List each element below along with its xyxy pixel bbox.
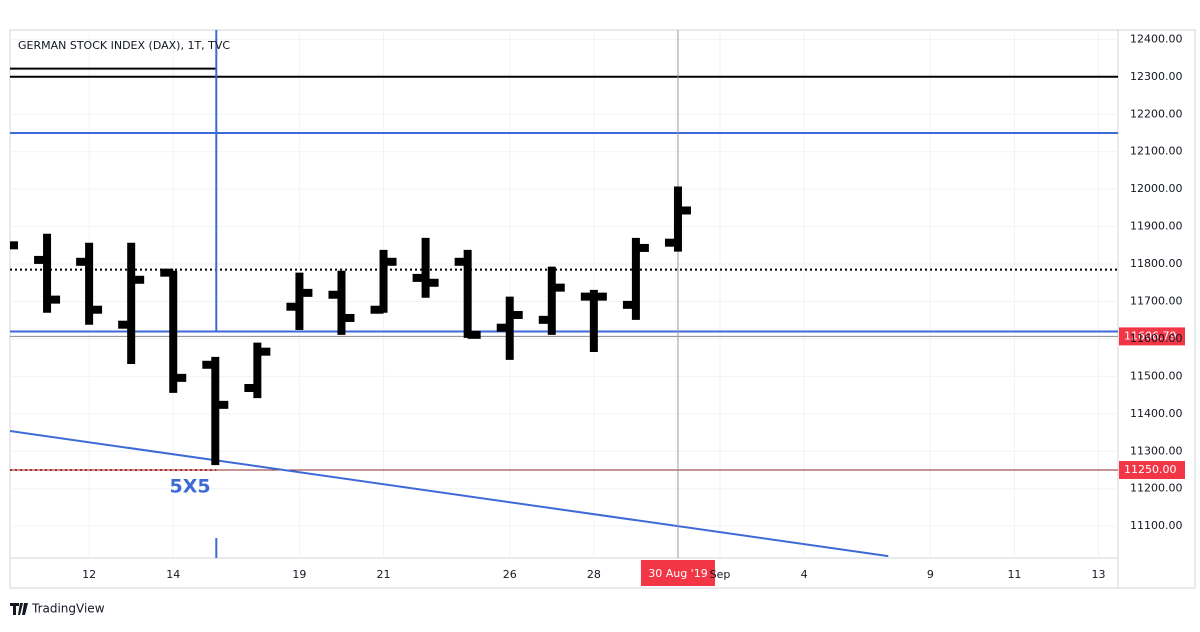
x-tick-label: 12 (82, 568, 96, 581)
y-tick-label: 11500.00 (1130, 369, 1183, 382)
y-tick-label: 12000.00 (1130, 182, 1183, 195)
y-tick-label: 11300.00 (1130, 444, 1183, 457)
y-tick-label: 12200.00 (1130, 107, 1183, 120)
price-label-box (1119, 461, 1185, 479)
y-tick-label: 11200.00 (1130, 482, 1183, 495)
x-tick-label: 9 (927, 568, 934, 581)
x-tick-label: 19 (292, 568, 306, 581)
crosshair-label: 30 Aug '19 (648, 567, 708, 580)
y-tick-label: 11400.00 (1130, 407, 1183, 420)
x-tick-label: 11 (1007, 568, 1021, 581)
x-tick-label: 26 (503, 568, 517, 581)
y-tick-label: 11900.00 (1130, 220, 1183, 233)
x-tick-label: 13 (1092, 568, 1106, 581)
price-label: 11606.79 (1124, 329, 1177, 342)
price-label-box (1119, 327, 1185, 346)
y-tick-label: 11700.00 (1130, 294, 1183, 307)
x-tick-label: Sep (710, 568, 731, 581)
plot (10, 30, 1118, 558)
x-tick-label: 14 (166, 568, 180, 581)
price-label: 11250.00 (1124, 463, 1177, 476)
y-tick-label: 11100.00 (1130, 519, 1183, 532)
brand: TradingView (31, 602, 105, 616)
y-tick-label: 12100.00 (1130, 145, 1183, 158)
crosshair-label-box (640, 560, 715, 586)
y-tick-label: 11600.00 (1130, 332, 1183, 345)
x-tick-label: 4 (801, 568, 808, 581)
logo (10, 603, 28, 615)
chart-title: GERMAN STOCK INDEX (DAX), 1T, TVC (18, 39, 230, 52)
trendline (10, 430, 889, 558)
x-tick-label: 21 (377, 568, 391, 581)
y-tick-label: 12400.00 (1130, 32, 1183, 45)
y-tick-label: 11800.00 (1130, 257, 1183, 270)
overlay: 11606.79 11250.00 5X5 30 Aug '19 (170, 327, 1185, 586)
y-tick-label: 12300.00 (1130, 70, 1183, 83)
x-tick-label: 28 (587, 568, 601, 581)
frame (9, 29, 1196, 589)
annotation: 5X5 (170, 475, 211, 497)
